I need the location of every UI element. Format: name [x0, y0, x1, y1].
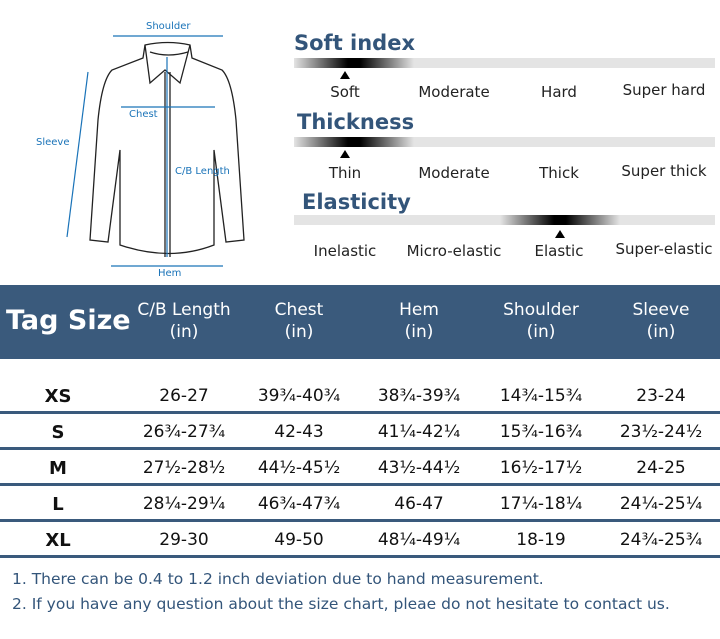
value-cell: 44½-45½ — [257, 458, 341, 478]
thickness-bar — [294, 137, 715, 147]
value-cell: 26-27 — [159, 386, 209, 406]
scale-option: Moderate — [418, 164, 490, 182]
scale-option: Super-elastic — [615, 240, 713, 258]
label-hem: Hem — [158, 268, 182, 279]
column-name: Hem — [399, 300, 439, 320]
table-row: S 26¾-27¾ 42-43 41¼-42¼ 15¾-16¾ 23½-24½ — [0, 414, 720, 450]
column-name: Shoulder — [503, 300, 579, 320]
shirt-diagram — [66, 35, 245, 267]
column-unit: (in) — [169, 322, 199, 342]
value-cell: 23-24 — [636, 386, 686, 406]
note-2: 2. If you have any question about the si… — [12, 595, 670, 613]
scale-option: Moderate — [418, 83, 490, 101]
value-cell: 23½-24½ — [619, 422, 703, 442]
thickness-title: Thickness — [297, 110, 415, 134]
scale-option: Super hard — [622, 81, 706, 99]
column-unit: (in) — [284, 322, 314, 342]
table-row: M 27½-28½ 44½-45½ 43½-44½ 16½-17½ 24-25 — [0, 450, 720, 486]
indicator-arrow-icon — [340, 71, 350, 79]
value-cell: 28¼-29¼ — [142, 494, 226, 514]
column-unit: (in) — [646, 322, 676, 342]
scale-option: Micro-elastic — [406, 242, 502, 260]
value-cell: 41¼-42¼ — [377, 422, 461, 442]
column-name: C/B Length — [137, 300, 231, 320]
note-1: 1. There can be 0.4 to 1.2 inch deviatio… — [12, 570, 544, 588]
size-cell: L — [52, 494, 64, 515]
indicator-arrow-icon — [340, 150, 350, 158]
value-cell: 48¼-49¼ — [377, 530, 461, 550]
value-cell: 27½-28½ — [142, 458, 226, 478]
label-sleeve: Sleeve — [36, 137, 70, 148]
value-cell: 17¼-18¼ — [499, 494, 583, 514]
table-row: L 28¼-29¼ 46¾-47¾ 46-47 17¼-18¼ 24¼-25¼ — [0, 486, 720, 522]
value-cell: 16½-17½ — [499, 458, 583, 478]
soft-index-title: Soft index — [294, 31, 416, 55]
elasticity-title: Elasticity — [302, 190, 411, 214]
table-row: XL 29-30 49-50 48¼-49¼ 18-19 24¾-25¾ — [0, 522, 720, 558]
scale-option: Elastic — [534, 242, 584, 260]
size-cell: M — [49, 458, 67, 479]
scale-option: Inelastic — [313, 242, 377, 260]
size-cell: XS — [44, 386, 72, 407]
value-cell: 43½-44½ — [377, 458, 461, 478]
column-unit: (in) — [404, 322, 434, 342]
indicator-arrow-icon — [555, 230, 565, 238]
soft-index-bar — [294, 58, 715, 68]
value-cell: 38¾-39¾ — [377, 386, 461, 406]
size-cell: XL — [45, 530, 71, 551]
column-header: Shoulder (in) — [476, 299, 606, 343]
value-cell: 29-30 — [159, 530, 209, 550]
scale-option: Thick — [539, 164, 579, 182]
label-chest: Chest — [129, 109, 158, 120]
value-cell: 39¾-40¾ — [257, 386, 341, 406]
column-header: Sleeve (in) — [596, 299, 720, 343]
value-cell: 46-47 — [394, 494, 444, 514]
size-cell: S — [51, 422, 65, 443]
elasticity-bar — [294, 215, 715, 225]
column-unit: (in) — [526, 322, 556, 342]
column-header: C/B Length (in) — [119, 299, 249, 343]
column-name: Chest — [274, 300, 324, 320]
column-header: Chest (in) — [234, 299, 364, 343]
label-cb-length: C/B Length — [175, 166, 230, 177]
column-name: Sleeve — [632, 300, 690, 320]
value-cell: 24¾-25¾ — [619, 530, 703, 550]
column-header: Hem (in) — [354, 299, 484, 343]
scale-option: Super thick — [621, 162, 707, 180]
scale-option: Thin — [328, 164, 362, 182]
table-row: XS 26-27 39¾-40¾ 38¾-39¾ 14¾-15¾ 23-24 — [0, 378, 720, 414]
value-cell: 24-25 — [636, 458, 686, 478]
value-cell: 42-43 — [274, 422, 324, 442]
value-cell: 46¾-47¾ — [257, 494, 341, 514]
table-header: Tag Size C/B Length (in) Chest (in) Hem (in… — [0, 285, 720, 359]
value-cell: 15¾-16¾ — [499, 422, 583, 442]
value-cell: 14¾-15¾ — [499, 386, 583, 406]
label-shoulder: Shoulder — [146, 21, 191, 32]
value-cell: 26¾-27¾ — [142, 422, 226, 442]
value-cell: 18-19 — [516, 530, 566, 550]
value-cell: 49-50 — [274, 530, 324, 550]
value-cell: 24¼-25¼ — [619, 494, 703, 514]
tag-size-header: Tag Size — [6, 305, 131, 336]
scale-option: Hard — [541, 83, 577, 101]
scale-option: Soft — [330, 83, 360, 101]
